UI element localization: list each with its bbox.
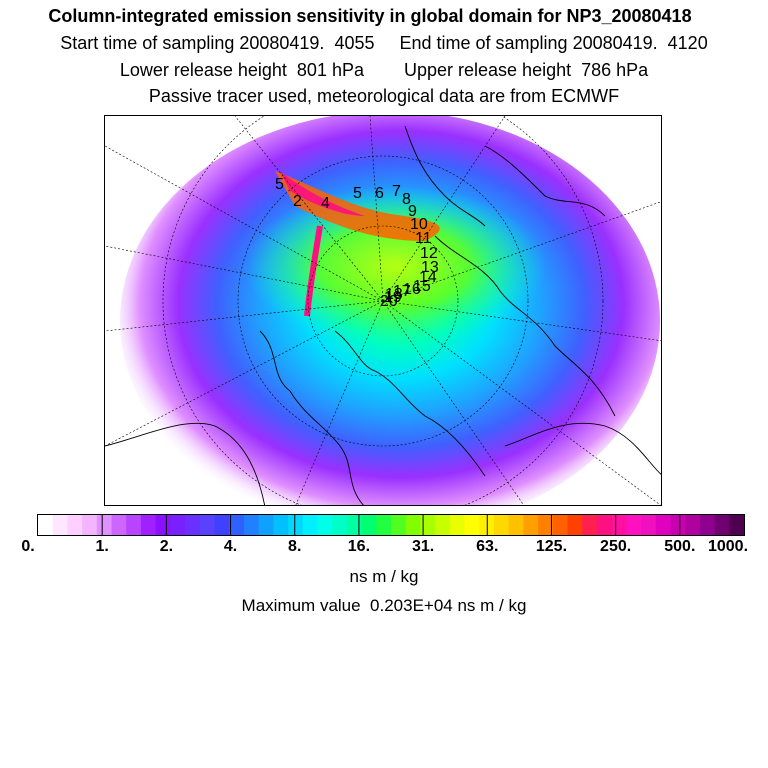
trajectory-labels: 5 2 4 5 6 7 8 9 10 11 12 13 14 15 16 17 …: [275, 176, 439, 310]
colorbar-tick-label: 125.: [535, 538, 568, 555]
colorbar-swatch: [185, 515, 201, 535]
maximum-value: Maximum value 0.203E+04 ns m / kg: [241, 596, 527, 615]
colorbar-swatch: [685, 515, 701, 535]
colorbar-swatch: [82, 515, 98, 535]
colorbar-tick-label: 0.: [21, 538, 35, 555]
colorbar-swatch: [111, 515, 127, 535]
colorbar-swatch: [273, 515, 289, 535]
colorbar-tick-label: 1.: [95, 538, 109, 555]
colorbar-swatch: [523, 515, 539, 535]
colorbar-swatch: [641, 515, 657, 535]
colorbar-swatch: [170, 515, 186, 535]
trajectory-label: 12: [420, 245, 438, 262]
colorbar-swatch: [67, 515, 83, 535]
colorbar-swatches: [38, 515, 744, 535]
colorbar-swatch: [611, 515, 627, 535]
colorbar-swatch: [729, 515, 744, 535]
colorbar-swatch: [626, 515, 642, 535]
colorbar-swatch: [449, 515, 466, 535]
colorbar-swatch: [140, 515, 157, 535]
colorbar-tick-label: 2.: [159, 538, 174, 555]
release-heights: Lower release height 801 hPa Upper relea…: [119, 60, 649, 80]
colorbar-swatch: [699, 515, 716, 535]
colorbar-swatch: [52, 515, 68, 535]
high-sensitivity-band: [275, 171, 440, 241]
sampling-times: Start time of sampling 20080419. 4055 En…: [60, 33, 708, 53]
colorbar-tick-label: 4.: [223, 538, 238, 555]
colorbar-swatch: [596, 515, 613, 535]
colorbar-swatch: [655, 515, 671, 535]
colorbar-swatch: [391, 515, 407, 535]
trajectory-label: 6: [375, 185, 384, 202]
trajectory-label: 10: [410, 216, 428, 233]
trajectory-label: 5: [275, 176, 284, 193]
colorbar-swatch: [405, 515, 421, 535]
trajectory-label: 9: [408, 203, 417, 220]
colorbar-swatch: [288, 515, 304, 535]
colorbar-swatch: [317, 515, 333, 535]
trajectory-label: 11: [415, 230, 432, 247]
emission-sensitivity-map: 5 2 4 5 6 7 8 9 10 11 12 13 14 15 16 17 …: [104, 115, 662, 506]
trajectory-label: 16: [403, 281, 421, 298]
trajectory-label: 4: [321, 195, 330, 212]
trajectory-label: 15: [413, 278, 431, 295]
trajectory-label: 7: [392, 183, 401, 200]
trajectory-label: 8: [402, 191, 411, 208]
colorbar-swatch: [155, 515, 171, 535]
colorbar-swatch: [464, 515, 480, 535]
colorbar-tick-label: 16.: [347, 538, 371, 555]
tracer-info: Passive tracer used, meteorological data…: [148, 86, 620, 106]
colorbar-tick-label: 1000.: [707, 538, 749, 555]
colorbar-units: ns m / kg: [349, 567, 419, 586]
colorbar-tick-label: 250.: [600, 538, 632, 555]
trajectory-label: 2: [293, 193, 302, 210]
colorbar-swatch: [229, 515, 245, 535]
colorbar-swatch: [214, 515, 230, 535]
colorbar-swatch: [199, 515, 215, 535]
colorbar-swatch: [126, 515, 142, 535]
trajectory-label: 5: [353, 185, 362, 202]
trajectory-label: 13: [421, 259, 439, 276]
colorbar-tick-label: 8.: [288, 538, 302, 555]
colorbar-swatch: [493, 515, 510, 535]
trajectory-label: 19: [384, 289, 402, 306]
colorbar-swatch: [714, 515, 730, 535]
colorbar-tick-label: 31.: [411, 538, 435, 555]
colorbar-swatch: [670, 515, 686, 535]
colorbar-swatch: [243, 515, 260, 535]
trajectory-label: 14: [419, 269, 437, 286]
coastlines: [105, 125, 661, 505]
colorbar: [37, 514, 745, 536]
colorbar-swatch: [420, 515, 436, 535]
colorbar-swatch: [38, 515, 54, 535]
colorbar-swatch: [302, 515, 318, 535]
colorbar-swatch: [552, 515, 568, 535]
colorbar-swatch: [361, 515, 377, 535]
colorbar-swatch: [435, 515, 451, 535]
trajectory-label: 18: [385, 286, 403, 303]
colorbar-swatch: [346, 515, 363, 535]
colorbar-tick-label: 63.: [476, 538, 499, 555]
trajectory-label: 17: [393, 283, 411, 300]
colorbar-swatch: [567, 515, 583, 535]
map-canvas: 5 2 4 5 6 7 8 9 10 11 12 13 14 15 16 17 …: [105, 116, 661, 505]
map-title: Column-integrated emission sensitivity i…: [48, 6, 692, 26]
lat-lon-grid: [105, 116, 661, 505]
colorbar-swatch: [332, 515, 348, 535]
trajectory-label: 20: [380, 293, 398, 310]
colorbar-swatch: [258, 515, 274, 535]
colorbar-tick-label: 500.: [664, 538, 696, 555]
colorbar-swatch: [582, 515, 598, 535]
colorbar-swatch: [96, 515, 113, 535]
colorbar-swatch: [508, 515, 524, 535]
sensitivity-core: [245, 186, 545, 346]
colorbar-swatch: [376, 515, 392, 535]
colorbar-swatch: [538, 515, 554, 535]
